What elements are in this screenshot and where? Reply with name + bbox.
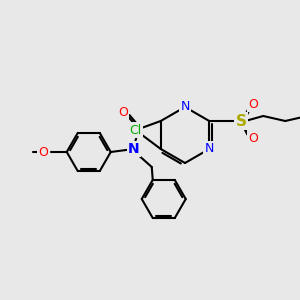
Text: Cl: Cl — [130, 124, 142, 136]
Text: N: N — [128, 142, 140, 156]
Text: O: O — [38, 146, 48, 158]
Text: N: N — [205, 142, 214, 155]
Text: O: O — [118, 106, 128, 119]
Text: O: O — [248, 98, 258, 110]
Text: S: S — [236, 113, 247, 128]
Text: N: N — [180, 100, 190, 113]
Text: O: O — [248, 131, 258, 145]
